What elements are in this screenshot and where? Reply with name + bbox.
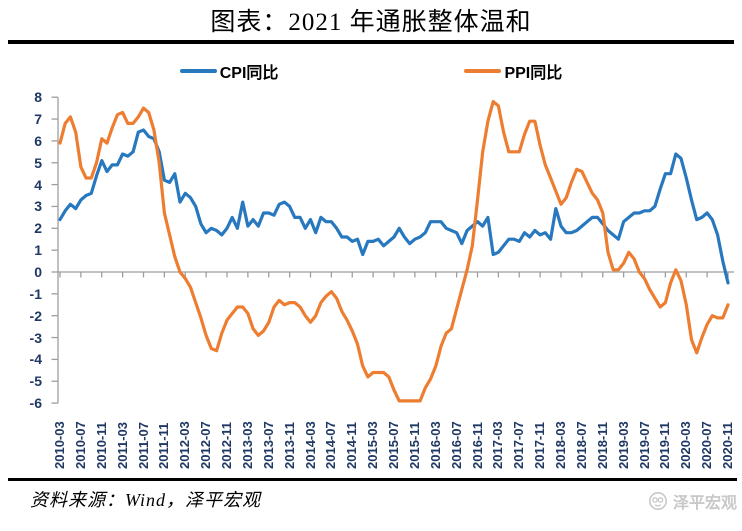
- x-tick-label: 2010-11: [93, 422, 109, 469]
- ppi-legend-label: PPI同比: [504, 65, 563, 82]
- y-tick-label: 5: [34, 154, 42, 171]
- y-tick-label: -6: [29, 395, 42, 412]
- y-tick-label: 3: [34, 198, 42, 215]
- x-tick-label: 2013-11: [281, 422, 297, 469]
- x-tick-label: 2020-03: [678, 421, 694, 469]
- x-tick-label: 2017-11: [532, 422, 548, 469]
- y-tick-label: 8: [34, 89, 42, 106]
- x-tick-label: 2013-03: [239, 421, 255, 469]
- y-tick-label: -1: [29, 285, 42, 302]
- cpi-line-swatch: [179, 69, 217, 73]
- legend-item-cpi: CPI同比: [179, 59, 279, 83]
- bottom-divider: [8, 478, 737, 481]
- y-tick-label: 0: [34, 264, 42, 280]
- x-tick-label: 2014-11: [344, 422, 360, 469]
- x-tick-label: 2015-03: [365, 421, 381, 469]
- cpi-line: [58, 128, 730, 285]
- zeping-logo-icon: [648, 492, 667, 510]
- x-tick-label: 2011-07: [135, 422, 151, 469]
- x-tick-label: 2010-07: [72, 421, 88, 469]
- x-tick-label: 2011-11: [156, 422, 172, 469]
- legend-item-ppi: PPI同比: [464, 59, 562, 83]
- x-tick-label: 2016-03: [427, 421, 443, 469]
- x-tick-label: 2014-07: [323, 421, 339, 469]
- y-tick-label: -2: [29, 307, 42, 324]
- y-tick-label: 1: [34, 242, 42, 259]
- x-tick-label: 2012-03: [177, 421, 193, 469]
- x-tick-label: 2018-11: [594, 422, 610, 469]
- x-tick-label: 2012-07: [198, 421, 214, 469]
- source-note: 资料来源：Wind，泽平宏观: [30, 490, 262, 510]
- x-tick-label: 2013-07: [260, 421, 276, 469]
- cpi-legend-label: CPI同比: [219, 65, 279, 82]
- ppi-line: [58, 100, 730, 403]
- x-tick-label: 2015-11: [406, 422, 422, 469]
- line-chart-plot-area: [51, 96, 734, 404]
- watermark-label: 泽平宏观: [672, 495, 737, 512]
- x-tick-label: 2016-07: [448, 421, 464, 469]
- y-tick-label: -5: [29, 373, 42, 390]
- y-tick-label: 2: [34, 220, 42, 237]
- x-tick-label: 2015-07: [386, 421, 401, 469]
- y-tick-label: 6: [34, 132, 42, 149]
- x-tick-label: 2018-03: [553, 421, 568, 469]
- watermark: 泽平宏观: [647, 489, 737, 513]
- x-tick-label: 2019-03: [615, 421, 631, 469]
- x-tick-label: 2014-03: [302, 421, 318, 469]
- x-tick-label: 2020-11: [720, 422, 735, 469]
- x-tick-label: 2016-11: [469, 422, 485, 469]
- y-tick-label: -4: [29, 351, 42, 368]
- y-tick-label: 4: [34, 176, 42, 193]
- x-tick-label: 2017-07: [511, 421, 527, 469]
- x-tick-label: 2012-11: [219, 422, 234, 469]
- x-tick-label: 2020-07: [699, 421, 715, 469]
- x-tick-label: 2011-03: [114, 422, 130, 469]
- y-tick-label: -3: [29, 329, 42, 346]
- legend: CPI同比 PPI同比: [0, 59, 742, 83]
- x-tick-label: 2010-03: [52, 421, 67, 469]
- x-tick-label: 2018-07: [573, 421, 589, 469]
- top-divider: [8, 40, 734, 44]
- chart-title: 图表：2021 年通胀整体温和: [210, 9, 532, 36]
- x-tick-label: 2017-03: [490, 421, 506, 469]
- x-tick-label: 2019-11: [657, 422, 673, 469]
- x-tick-label: 2019-07: [636, 421, 652, 469]
- ppi-line-swatch: [464, 69, 502, 73]
- y-tick-label: 7: [34, 111, 42, 128]
